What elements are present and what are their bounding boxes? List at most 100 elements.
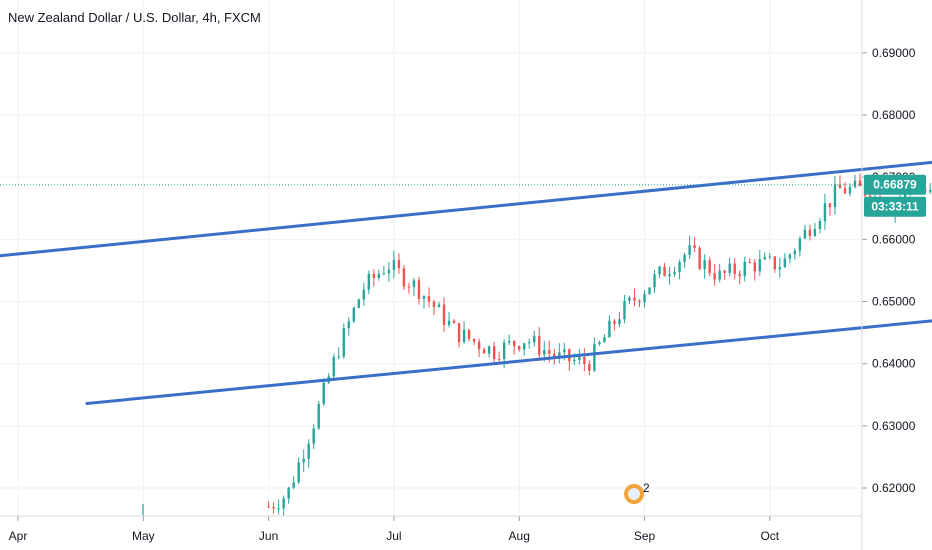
candle-body (528, 342, 531, 344)
candle-body (793, 250, 797, 255)
candle-body (698, 247, 701, 269)
x-tick-label: Sep (634, 529, 656, 543)
candle-body (307, 443, 310, 459)
candle-body (442, 304, 446, 325)
y-tick-label: 0.64000 (872, 357, 916, 371)
candle-body (518, 346, 521, 350)
flag-icon (628, 488, 640, 500)
x-tick-label: May (132, 529, 155, 543)
candle-body (382, 273, 386, 275)
candle-body (297, 462, 300, 483)
candle-body (377, 273, 381, 278)
candle-body (452, 320, 456, 324)
x-tick-label: Aug (509, 529, 530, 543)
candle-body (302, 458, 305, 463)
candle-body (487, 346, 491, 354)
candle-body (457, 323, 461, 343)
candle-body (347, 321, 350, 329)
candle-body (362, 289, 366, 300)
candle-body (638, 300, 641, 303)
candle-body (482, 349, 486, 354)
y-tick-label: 0.69000 (872, 46, 916, 60)
drawings[interactable] (0, 87, 932, 405)
y-tick-label: 0.68000 (872, 108, 916, 122)
y-tick-label: 0.66000 (872, 232, 916, 246)
candle-body (813, 229, 817, 236)
candle-body (653, 274, 656, 288)
candle-body (317, 403, 320, 429)
candle-body (512, 340, 516, 347)
candle-body (708, 260, 711, 274)
candle-body (397, 259, 401, 269)
candle-body (603, 337, 606, 343)
candle-body (678, 261, 681, 273)
candle-body (267, 506, 270, 508)
candle-body (788, 254, 792, 259)
candle-body (352, 307, 356, 322)
upper-channel-line[interactable] (0, 87, 932, 283)
candle-body (838, 184, 842, 189)
candle-body (718, 270, 721, 280)
candle-body (763, 256, 766, 260)
event-badge[interactable]: 2 (624, 481, 650, 504)
candle-body (778, 267, 782, 270)
candle-body (367, 273, 371, 290)
candle-body (558, 352, 561, 358)
candle-body (357, 299, 361, 308)
candle-body (272, 506, 275, 509)
candle-body (823, 203, 827, 222)
candle-body (633, 297, 636, 301)
x-tick-label: Apr (9, 529, 28, 543)
candle-body (492, 346, 496, 360)
candle-body (613, 320, 616, 325)
candle-body (668, 274, 671, 277)
countdown-label: 03:33:11 (871, 200, 919, 214)
candle-body (422, 296, 426, 299)
candle-body (663, 266, 666, 277)
candle-body (402, 268, 406, 287)
candle-body (563, 349, 566, 353)
countdown-badge (864, 196, 926, 217)
candle-body (437, 304, 441, 308)
candle-body (733, 263, 736, 274)
candle-body (783, 258, 787, 268)
candle-body (768, 256, 771, 258)
candle-body (798, 238, 802, 251)
candle-body (848, 187, 852, 194)
candle-body (843, 188, 847, 194)
candle-body (643, 294, 646, 303)
candle-body (658, 266, 661, 275)
candle-body (573, 359, 576, 362)
y-tick-label: 0.63000 (872, 419, 916, 433)
candle-body (417, 280, 421, 299)
candle-body (548, 350, 551, 354)
x-tick-label: Oct (760, 529, 779, 543)
candle-body (427, 296, 431, 302)
candle-body (387, 269, 391, 274)
candle-body (738, 273, 741, 277)
chart-title: New Zealand Dollar / U.S. Dollar, 4h, FX… (8, 10, 261, 25)
candle-body (693, 245, 696, 248)
candle-body (828, 203, 832, 208)
candle-body (472, 338, 476, 342)
candle-body (342, 328, 345, 357)
candle-body (703, 260, 706, 269)
candle-body (753, 262, 756, 272)
lower-channel-line[interactable] (85, 236, 932, 405)
candle-body (683, 254, 686, 262)
event-badge-count: 2 (643, 481, 650, 495)
candle-body (322, 382, 325, 404)
candle-body (598, 342, 601, 344)
candle-body (578, 356, 581, 360)
candle-body (287, 487, 290, 499)
candle-body (833, 184, 837, 208)
grid (0, 0, 862, 516)
candle-body (648, 287, 651, 295)
candle-body (332, 357, 335, 377)
x-tick-label: Jul (386, 529, 401, 543)
candle-body (758, 259, 761, 272)
candle-body (477, 341, 481, 350)
candle-body (743, 261, 746, 277)
candle-body (337, 356, 340, 358)
